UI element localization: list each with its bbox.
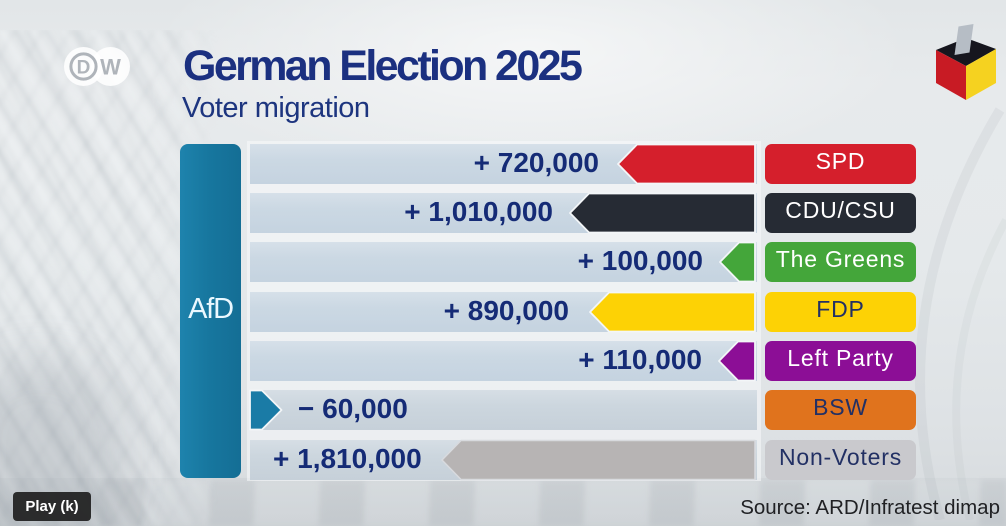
svg-text:D: D (77, 57, 91, 78)
svg-text:W: W (100, 54, 121, 79)
